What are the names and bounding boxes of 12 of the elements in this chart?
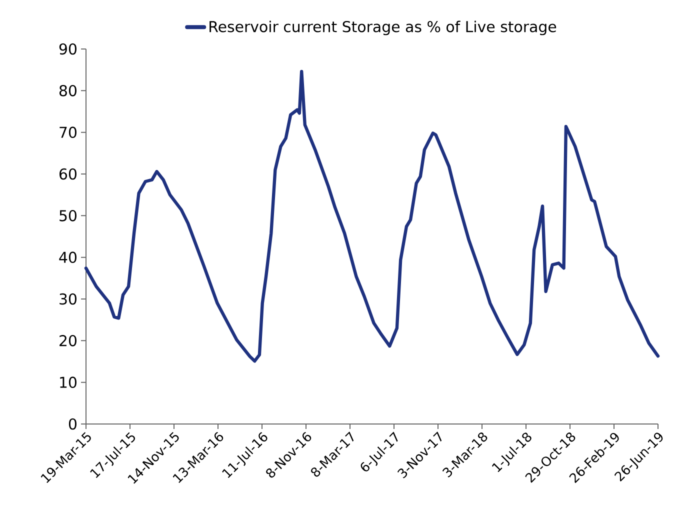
y-tick-label: 50 (60, 210, 76, 222)
y-tick-label: 60 (60, 168, 76, 180)
y-tick-label: 80 (59, 85, 76, 96)
y-tick-label: 70 (60, 126, 76, 138)
y-tick-label: 90 (59, 43, 76, 55)
legend-label: Reservoir current Storage as % of Live storage (210, 20, 556, 36)
y-tick-label: 0 (68, 418, 76, 430)
y-tick-label: 10 (60, 376, 76, 388)
y-tick-label: 30 (60, 293, 76, 305)
line-series (84, 70, 660, 363)
y-tick-label: 20 (60, 335, 76, 346)
y-tick-label: 40 (59, 252, 76, 263)
